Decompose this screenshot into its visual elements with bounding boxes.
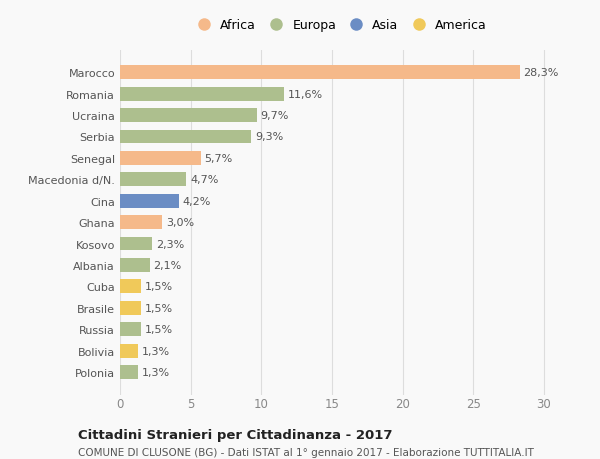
Bar bbox=[120, 323, 141, 336]
Bar bbox=[120, 130, 251, 144]
Text: 9,3%: 9,3% bbox=[255, 132, 283, 142]
Bar bbox=[120, 194, 179, 208]
Bar bbox=[120, 237, 152, 251]
Bar bbox=[120, 301, 141, 315]
Bar bbox=[120, 109, 257, 123]
Bar bbox=[120, 173, 187, 187]
Bar bbox=[120, 66, 520, 80]
Text: 2,1%: 2,1% bbox=[153, 260, 181, 270]
Text: COMUNE DI CLUSONE (BG) - Dati ISTAT al 1° gennaio 2017 - Elaborazione TUTTITALIA: COMUNE DI CLUSONE (BG) - Dati ISTAT al 1… bbox=[78, 448, 534, 457]
Text: 3,0%: 3,0% bbox=[166, 218, 194, 228]
Text: 1,5%: 1,5% bbox=[145, 282, 173, 291]
Text: 28,3%: 28,3% bbox=[523, 68, 559, 78]
Text: 5,7%: 5,7% bbox=[204, 154, 232, 163]
Bar bbox=[120, 88, 284, 101]
Text: Cittadini Stranieri per Cittadinanza - 2017: Cittadini Stranieri per Cittadinanza - 2… bbox=[78, 428, 392, 442]
Text: 4,2%: 4,2% bbox=[183, 196, 211, 206]
Text: 1,5%: 1,5% bbox=[145, 325, 173, 335]
Bar bbox=[120, 280, 141, 294]
Bar bbox=[120, 151, 200, 166]
Text: 4,7%: 4,7% bbox=[190, 175, 218, 185]
Text: 1,5%: 1,5% bbox=[145, 303, 173, 313]
Text: 2,3%: 2,3% bbox=[156, 239, 184, 249]
Bar bbox=[120, 216, 163, 230]
Text: 11,6%: 11,6% bbox=[287, 90, 323, 100]
Bar bbox=[120, 365, 139, 379]
Bar bbox=[120, 258, 149, 272]
Legend: Africa, Europa, Asia, America: Africa, Europa, Asia, America bbox=[188, 16, 490, 36]
Bar bbox=[120, 344, 139, 358]
Text: 1,3%: 1,3% bbox=[142, 367, 170, 377]
Text: 1,3%: 1,3% bbox=[142, 346, 170, 356]
Text: 9,7%: 9,7% bbox=[260, 111, 289, 121]
